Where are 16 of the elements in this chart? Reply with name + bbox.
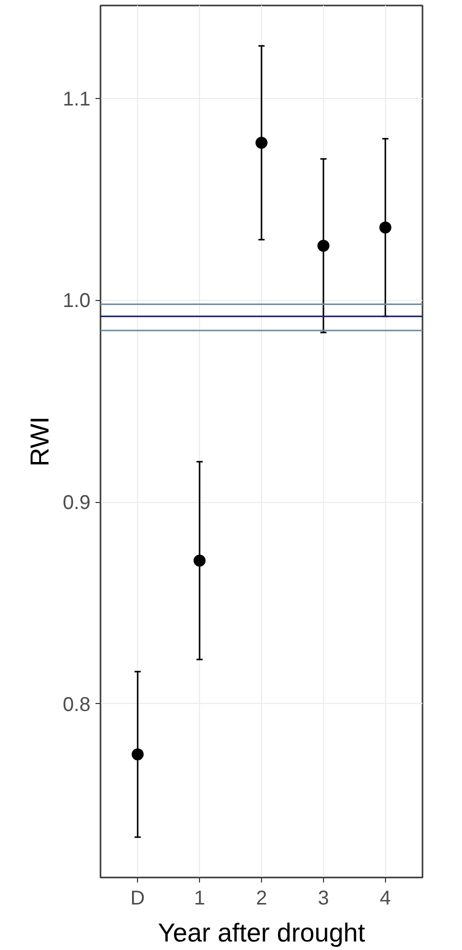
y-tick-label: 0.8 (62, 694, 91, 716)
point (194, 554, 206, 567)
x-tick-label: 1 (194, 888, 206, 910)
x-tick-label: 3 (318, 888, 329, 910)
x-tick-label: 2 (256, 888, 268, 910)
y-axis-title: RWI (24, 416, 55, 467)
x-tick-label: D (130, 888, 145, 910)
point (132, 748, 144, 760)
point (256, 136, 268, 149)
point (317, 240, 330, 252)
x-axis-title: Year after drought (158, 918, 366, 948)
x-tick-label: 4 (380, 888, 391, 910)
point (379, 222, 392, 234)
y-tick-label: 1.0 (62, 290, 91, 312)
y-tick-label: 1.1 (62, 88, 91, 110)
y-tick-label: 0.9 (62, 492, 91, 514)
